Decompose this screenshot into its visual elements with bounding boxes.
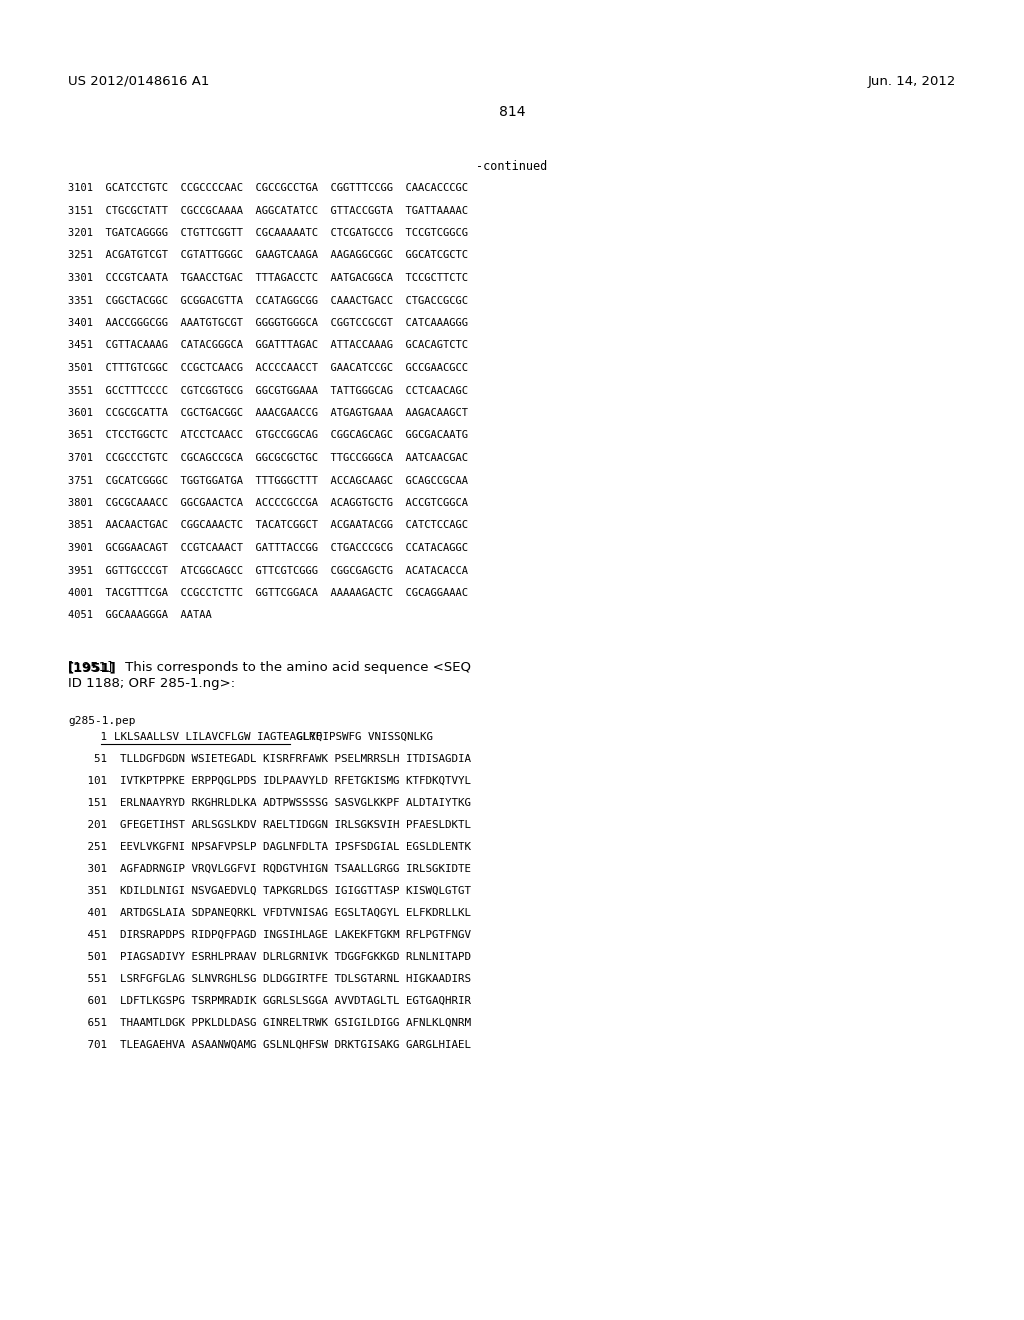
Text: 351  KDILDLNIGI NSVGAEDVLQ TAPKGRLDGS IGIGGTTASP KISWQLGTGT: 351 KDILDLNIGI NSVGAEDVLQ TAPKGRLDGS IGI… xyxy=(68,886,471,896)
Text: 3151  CTGCGCTATT  CGCCGCAAAA  AGGCATATCC  GTTACCGGTA  TGATTAAAAC: 3151 CTGCGCTATT CGCCGCAAAA AGGCATATCC GT… xyxy=(68,206,468,215)
Text: 4001  TACGTTTCGA  CCGCCTCTTC  GGTTCGGACA  AAAAAGACTC  CGCAGGAAAC: 4001 TACGTTTCGA CCGCCTCTTC GGTTCGGACA AA… xyxy=(68,587,468,598)
Text: 3851  AACAACTGAC  CGGCAAACTC  TACATCGGCT  ACGAATACGG  CATCTCCAGC: 3851 AACAACTGAC CGGCAAACTC TACATCGGCT AC… xyxy=(68,520,468,531)
Text: 501  PIAGSADIVY ESRHLPRAAV DLRLGRNIVK TDGGFGKKGD RLNLNITAPD: 501 PIAGSADIVY ESRHLPRAAV DLRLGRNIVK TDG… xyxy=(68,952,471,962)
Text: LKLSAALLSV LILAVCFLGW IAGTEAGLRF: LKLSAALLSV LILAVCFLGW IAGTEAGLRF xyxy=(101,733,323,742)
Text: 3501  CTTTGTCGGC  CCGCTCAACG  ACCCCAACCT  GAACATCCGC  GCCGAACGCC: 3501 CTTTGTCGGC CCGCTCAACG ACCCCAACCT GA… xyxy=(68,363,468,374)
Text: 3551  GCCTTTCCCC  CGTCGGTGCG  GGCGTGGAAA  TATTGGGCAG  CCTCAACAGC: 3551 GCCTTTCCCC CGTCGGTGCG GGCGTGGAAA TA… xyxy=(68,385,468,396)
Text: 1: 1 xyxy=(68,733,106,742)
Text: 651  THAAMTLDGK PPKLDLDASG GINRELTRWK GSIGILDIGG AFNLKLQNRM: 651 THAAMTLDGK PPKLDLDASG GINRELTRWK GSI… xyxy=(68,1018,471,1028)
Text: 3601  CCGCGCATTA  CGCTGACGGC  AAACGAACCG  ATGAGTGAAA  AAGACAAGCT: 3601 CCGCGCATTA CGCTGACGGC AAACGAACCG AT… xyxy=(68,408,468,418)
Text: 814: 814 xyxy=(499,106,525,119)
Text: 51  TLLDGFDGDN WSIETEGADL KISRFRFAWK PSELMRRSLH ITDISAGDIA: 51 TLLDGFDGDN WSIETEGADL KISRFRFAWK PSEL… xyxy=(68,754,471,764)
Text: 3201  TGATCAGGGG  CTGTTCGGTT  CGCAAAAATC  CTCGATGCCG  TCCGTCGGCG: 3201 TGATCAGGGG CTGTTCGGTT CGCAAAAATC CT… xyxy=(68,228,468,238)
Text: g285-1.pep: g285-1.pep xyxy=(68,715,135,726)
Text: 701  TLEAGAEHVA ASAANWQAMG GSLNLQHFSW DRKTGISAKG GARGLHIAEL: 701 TLEAGAEHVA ASAANWQAMG GSLNLQHFSW DRK… xyxy=(68,1040,471,1049)
Text: 401  ARTDGSLAIA SDPANEQRKL VFDTVNISAG EGSLTAQGYL ELFKDRLLKL: 401 ARTDGSLAIA SDPANEQRKL VFDTVNISAG EGS… xyxy=(68,908,471,917)
Text: 3251  ACGATGTCGT  CGTATTGGGC  GAAGTCAAGA  AAGAGGCGGC  GGCATCGCTC: 3251 ACGATGTCGT CGTATTGGGC GAAGTCAAGA AA… xyxy=(68,251,468,260)
Text: 3901  GCGGAACAGT  CCGTCAAACT  GATTTACCGG  CTGACCCGCG  CCATACAGGC: 3901 GCGGAACAGT CCGTCAAACT GATTTACCGG CT… xyxy=(68,543,468,553)
Text: 3351  CGGCTACGGC  GCGGACGTTA  CCATAGGCGG  CAAACTGACC  CTGACCGCGC: 3351 CGGCTACGGC GCGGACGTTA CCATAGGCGG CA… xyxy=(68,296,468,305)
Text: 251  EEVLVKGFNI NPSAFVPSLP DAGLNFDLTA IPSFSDGIAL EGSLDLENTK: 251 EEVLVKGFNI NPSAFVPSLP DAGLNFDLTA IPS… xyxy=(68,842,471,851)
Text: 551  LSRFGFGLAG SLNVRGHLSG DLDGGIRTFE TDLSGTARNL HIGKAADIRS: 551 LSRFGFGLAG SLNVRGHLSG DLDGGIRTFE TDL… xyxy=(68,974,471,983)
Text: 4051  GGCAAAGGGA  AATAA: 4051 GGCAAAGGGA AATAA xyxy=(68,610,212,620)
Text: 301  AGFADRNGIP VRQVLGGFVI RQDGTVHIGN TSAALLGRGG IRLSGKIDTE: 301 AGFADRNGIP VRQVLGGFVI RQDGTVHIGN TSA… xyxy=(68,865,471,874)
Text: ID 1188; ORF 285-1.ng>:: ID 1188; ORF 285-1.ng>: xyxy=(68,677,236,690)
Text: 3451  CGTTACAAAG  CATACGGGCA  GGATTTAGAC  ATTACCAAAG  GCACAGTCTC: 3451 CGTTACAAAG CATACGGGCA GGATTTAGAC AT… xyxy=(68,341,468,351)
Text: 3751  CGCATCGGGC  TGGTGGATGA  TTTGGGCTTT  ACCAGCAAGC  GCAGCCGCAA: 3751 CGCATCGGGC TGGTGGATGA TTTGGGCTTT AC… xyxy=(68,475,468,486)
Text: 3701  CCGCCCTGTC  CGCAGCCGCA  GGCGCGCTGC  TTGCCGGGCA  AATCAACGAC: 3701 CCGCCCTGTC CGCAGCCGCA GGCGCGCTGC TT… xyxy=(68,453,468,463)
Text: 3951  GGTTGCCCGT  ATCGGCAGCC  GTTCGTCGGG  CGGCGAGCTG  ACATACACCA: 3951 GGTTGCCCGT ATCGGCAGCC GTTCGTCGGG CG… xyxy=(68,565,468,576)
Text: 101  IVTKPTPPKE ERPPQGLPDS IDLPAAVYLD RFETGKISMG KTFDKQTVYL: 101 IVTKPTPPKE ERPPQGLPDS IDLPAAVYLD RFE… xyxy=(68,776,471,785)
Text: -continued: -continued xyxy=(476,160,548,173)
Text: [1951]   This corresponds to the amino acid sequence <SEQ: [1951] This corresponds to the amino aci… xyxy=(68,661,471,675)
Text: 3801  CGCGCAAACC  GGCGAACTCA  ACCCCGCCGA  ACAGGTGCTG  ACCGTCGGCA: 3801 CGCGCAAACC GGCGAACTCA ACCCCGCCGA AC… xyxy=(68,498,468,508)
Text: 3301  CCCGTCAATA  TGAACCTGAC  TTTAGACCTC  AATGACGGCA  TCCGCTTCTC: 3301 CCCGTCAATA TGAACCTGAC TTTAGACCTC AA… xyxy=(68,273,468,282)
Text: 3401  AACCGGGCGG  AAATGTGCGT  GGGGTGGGCA  CGGTCCGCGT  CATCAAAGGG: 3401 AACCGGGCGG AAATGTGCGT GGGGTGGGCA CG… xyxy=(68,318,468,327)
Text: GLYQIPSWFG VNISSQNLKG: GLYQIPSWFG VNISSQNLKG xyxy=(290,733,433,742)
Text: 3101  GCATCCTGTC  CCGCCCCAAC  CGCCGCCTGA  CGGTTTCCGG  CAACACCCGC: 3101 GCATCCTGTC CCGCCCCAAC CGCCGCCTGA CG… xyxy=(68,183,468,193)
Text: 151  ERLNAAYRYD RKGHRLDLKA ADTPWSSSSG SASVGLKKPF ALDTAIYTKG: 151 ERLNAAYRYD RKGHRLDLKA ADTPWSSSSG SAS… xyxy=(68,799,471,808)
Text: 601  LDFTLKGSPG TSRPMRADIK GGRLSLSGGA AVVDTAGLTL EGTGAQHRIR: 601 LDFTLKGSPG TSRPMRADIK GGRLSLSGGA AVV… xyxy=(68,997,471,1006)
Text: 451  DIRSRAPDPS RIDPQFPAGD INGSIHLAGE LAKEKFTGKM RFLPGTFNGV: 451 DIRSRAPDPS RIDPQFPAGD INGSIHLAGE LAK… xyxy=(68,931,471,940)
Text: US 2012/0148616 A1: US 2012/0148616 A1 xyxy=(68,75,209,88)
Text: 3651  CTCCTGGCTC  ATCCTCAACC  GTGCCGGCAG  CGGCAGCAGC  GGCGACAATG: 3651 CTCCTGGCTC ATCCTCAACC GTGCCGGCAG CG… xyxy=(68,430,468,441)
Text: 201  GFEGETIHST ARLSGSLKDV RAELTIDGGN IRLSGKSVIH PFAESLDKTL: 201 GFEGETIHST ARLSGSLKDV RAELTIDGGN IRL… xyxy=(68,820,471,830)
Text: Jun. 14, 2012: Jun. 14, 2012 xyxy=(867,75,956,88)
Text: [1951]: [1951] xyxy=(68,661,117,675)
